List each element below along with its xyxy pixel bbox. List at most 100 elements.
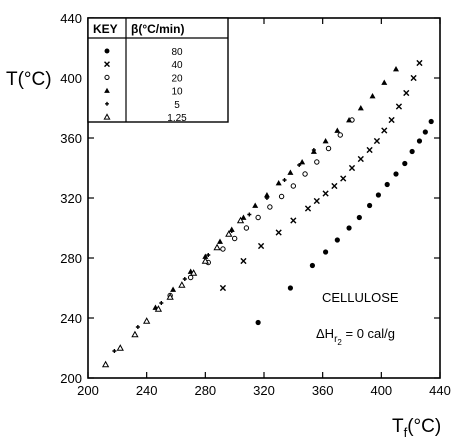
enthalpy-sub: r [334, 334, 338, 345]
data-point-open-triangle [143, 317, 151, 324]
x-axis-label: Tf(°C) [392, 416, 441, 440]
data-point-filled-circle [422, 129, 428, 135]
data-point-filled-circle [393, 171, 399, 177]
data-point-x [340, 175, 347, 182]
data-point-plus-dot [112, 349, 117, 353]
data-point-x [313, 197, 320, 205]
data-point-open-triangle [201, 257, 209, 264]
data-point-filled-triangle [287, 169, 294, 175]
data-point-open-circle [255, 214, 261, 221]
data-point-x [403, 89, 410, 97]
data-point-filled-circle [367, 202, 373, 209]
data-point-open-circle [278, 193, 285, 200]
data-point-x [104, 61, 110, 68]
data-point-filled-circle [287, 285, 293, 291]
data-point-filled-triangle [322, 138, 329, 144]
data-point-x [275, 229, 282, 236]
material-label: CELLULOSE [322, 290, 399, 305]
data-point-open-triangle [116, 344, 124, 351]
data-point-filled-triangle [275, 180, 282, 186]
data-point-filled-triangle [357, 105, 364, 111]
legend-rate-label: 80 [171, 47, 183, 58]
y-tick-label: 440 [60, 11, 82, 26]
data-point-open-circle [267, 204, 273, 210]
data-point-x [416, 59, 423, 67]
data-point-filled-triangle [263, 192, 270, 198]
x-tick-label: 200 [77, 383, 99, 398]
data-point-filled-triangle [334, 127, 341, 133]
data-point-x [290, 217, 297, 224]
data-point-filled-circle [428, 118, 434, 125]
y-axis-label: T(°C) [6, 69, 52, 90]
data-point-open-circle [325, 145, 332, 152]
data-point-filled-triangle [346, 117, 353, 123]
x-tick-label: 360 [312, 383, 334, 398]
data-point-open-circle [243, 225, 250, 231]
data-point-x [366, 146, 373, 154]
data-point-x [388, 116, 395, 124]
data-point-open-circle [290, 183, 297, 189]
data-point-x [410, 74, 417, 82]
data-point-open-triangle [225, 230, 233, 237]
x-axis-ticks: 200 240 280 320 360 400 440 [77, 18, 451, 398]
data-point-filled-triangle [381, 79, 388, 85]
data-point-open-circle [104, 74, 110, 80]
x-axis-label-subscript: f [404, 425, 408, 440]
data-point-filled-circle [255, 319, 261, 326]
data-point-plus-dot [159, 301, 164, 305]
y-tick-label: 240 [60, 311, 82, 326]
data-point-open-triangle [101, 360, 110, 368]
data-point-x [373, 137, 381, 145]
data-point-open-triangle [131, 330, 139, 338]
legend-frame [87, 17, 229, 123]
data-point-plus-dot [182, 277, 187, 281]
data-point-filled-triangle [252, 202, 259, 208]
x-tick-label: 400 [370, 383, 392, 398]
data-point-filled-circle [309, 262, 315, 269]
data-point-filled-circle [334, 237, 340, 243]
enthalpy-prefix: ΔH [316, 326, 334, 341]
enthalpy-suffix: = 0 cal/g [342, 326, 395, 341]
data-point-filled-circle [346, 225, 352, 231]
data-point-filled-triangle [202, 253, 209, 259]
x-tick-label: 320 [253, 383, 275, 398]
data-point-open-triangle [236, 216, 245, 224]
legend-rate-label: 10 [171, 87, 183, 98]
data-point-filled-triangle [217, 238, 223, 244]
enthalpy-label: ΔHr2 = 0 cal/g [316, 326, 395, 347]
x-tick-label: 240 [136, 383, 158, 398]
data-point-x [219, 284, 227, 292]
data-point-open-circle [231, 235, 238, 242]
data-point-open-triangle [213, 243, 221, 251]
data-point-plus-dot [282, 178, 287, 182]
data-point-plus-dot [311, 148, 316, 152]
enthalpy-subsub: 2 [337, 338, 342, 347]
data-point-open-triangle [178, 281, 186, 288]
data-point-filled-circle [409, 148, 415, 155]
data-point-filled-triangle [240, 214, 247, 220]
data-point-filled-triangle [369, 93, 376, 99]
data-point-x [331, 182, 338, 190]
y-tick-label: 320 [60, 191, 82, 206]
data-point-plus-dot [206, 253, 211, 257]
data-point-open-circle [314, 159, 320, 165]
x-tick-label: 440 [429, 383, 451, 398]
legend-header-rate: β(°C/min) [131, 22, 184, 36]
data-point-x [322, 190, 329, 197]
data-point-x [257, 242, 265, 250]
data-point-filled-circle [402, 160, 408, 167]
data-point-open-circle [187, 274, 194, 281]
data-point-open-circle [220, 246, 226, 252]
x-tick-label: 280 [194, 383, 216, 398]
data-point-open-triangle [154, 305, 163, 312]
data-point-x [381, 127, 388, 134]
data-point-filled-triangle [299, 159, 306, 165]
data-point-filled-circle [375, 192, 381, 198]
legend-header-key: KEY [93, 22, 118, 36]
legend-markers: 80 40 20 10 5 1.25 [103, 47, 187, 124]
x-axis-label-main: T [392, 416, 404, 437]
data-point-open-triangle [166, 293, 174, 300]
y-tick-label: 200 [60, 371, 82, 386]
x-axis-label-unit: (°C) [407, 416, 441, 437]
